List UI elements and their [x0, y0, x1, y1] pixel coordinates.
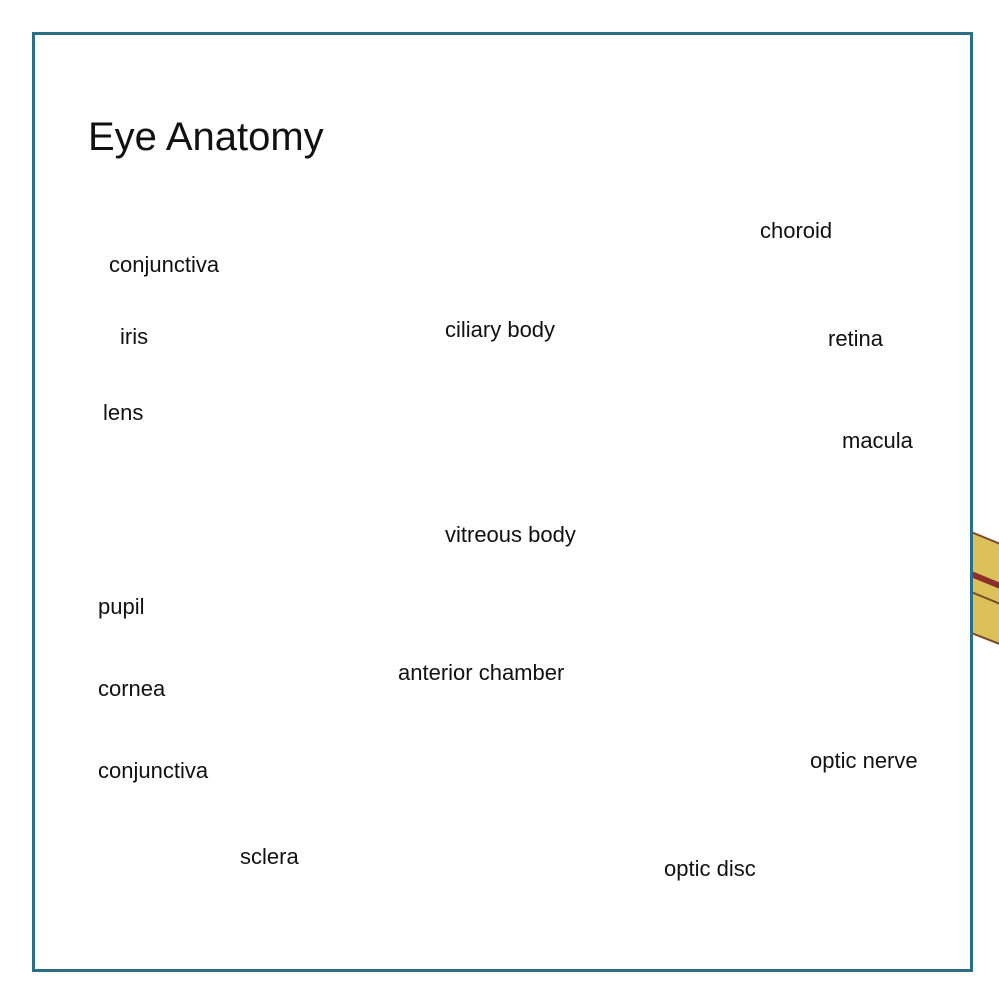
label-ciliary-body: ciliary body: [445, 317, 555, 343]
label-lens: lens: [103, 400, 143, 426]
label-choroid: choroid: [760, 218, 832, 244]
label-sclera: sclera: [240, 844, 299, 870]
eye-anatomy-diagram: { "title": "Eye Anatomy", "title_fontsiz…: [0, 0, 999, 1000]
label-cornea: cornea: [98, 676, 165, 702]
label-conjunctiva-top: conjunctiva: [109, 252, 219, 278]
label-optic-disc: optic disc: [664, 856, 756, 882]
label-pupil: pupil: [98, 594, 144, 620]
label-retina: retina: [828, 326, 883, 352]
label-anterior-chamber: anterior chamber: [398, 660, 564, 686]
border-frame: [32, 32, 973, 972]
label-conjunctiva-bot: conjunctiva: [98, 758, 208, 784]
diagram-title: Eye Anatomy: [88, 115, 324, 160]
label-macula: macula: [842, 428, 913, 454]
label-iris: iris: [120, 324, 148, 350]
label-optic-nerve: optic nerve: [810, 748, 918, 774]
label-vitreous-body: vitreous body: [445, 522, 576, 548]
